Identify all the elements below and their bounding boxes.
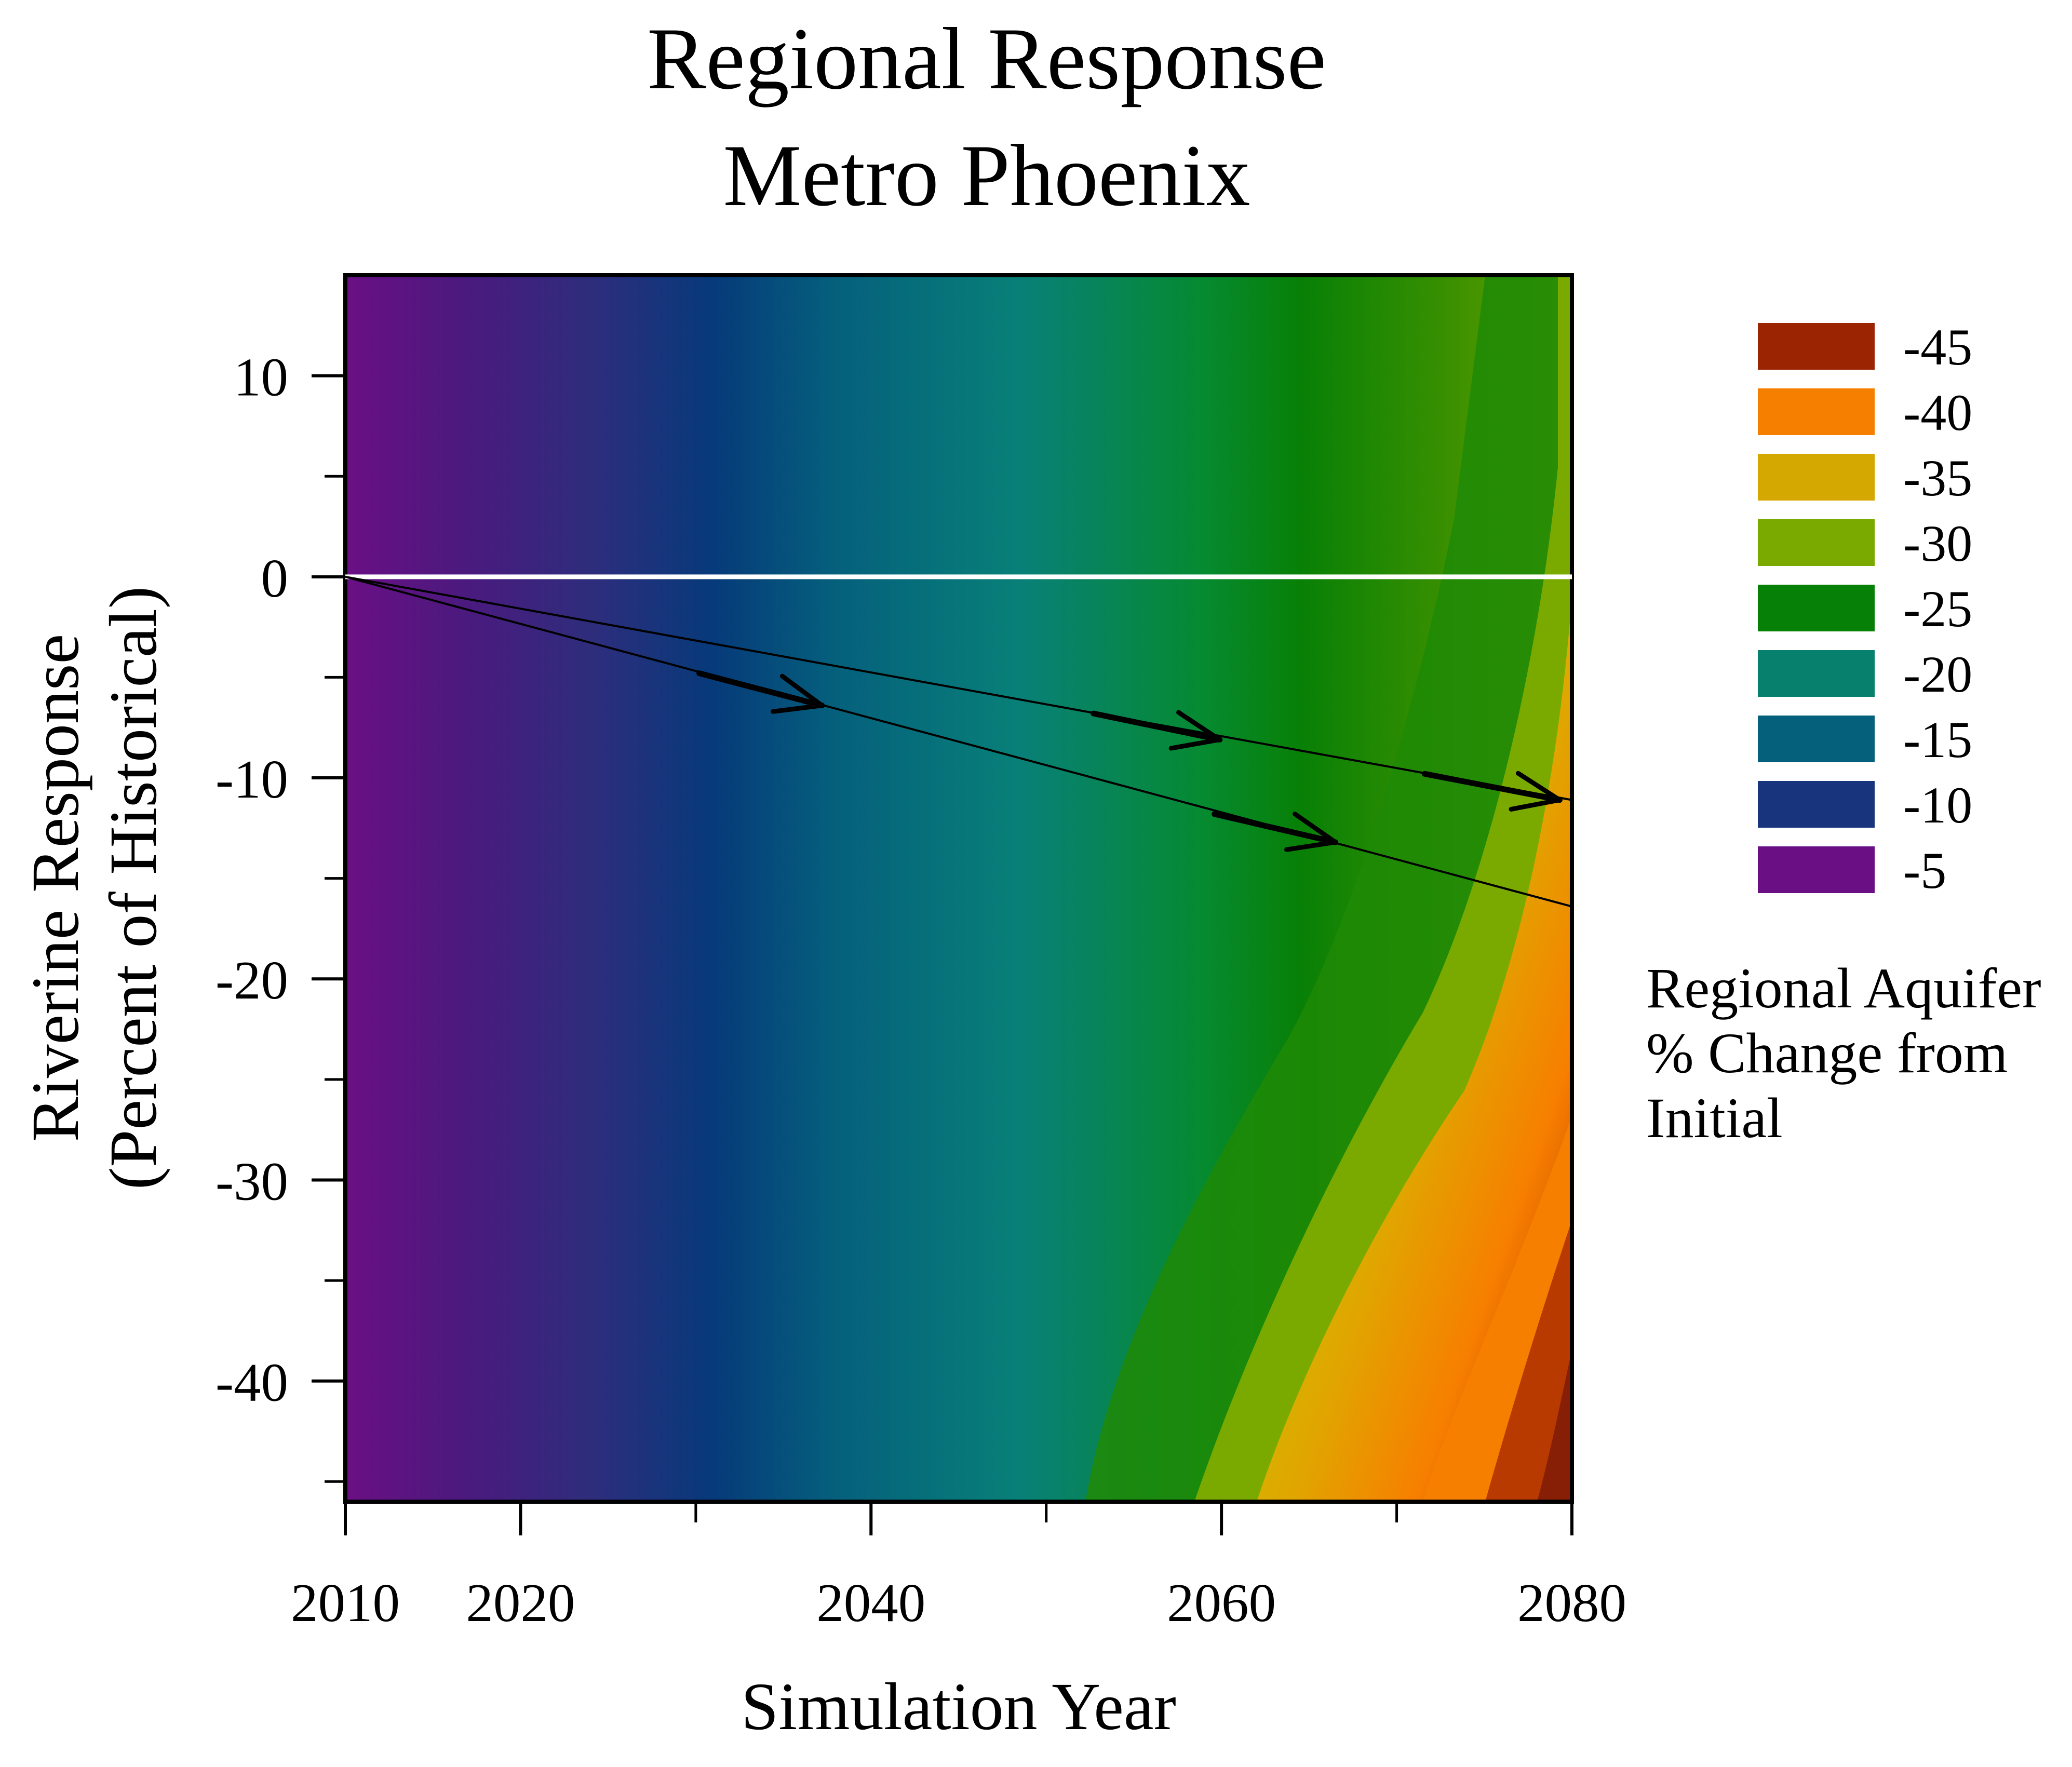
chart-title-line2: Metro Phoenix	[723, 127, 1250, 224]
x-tick-label: 2020	[466, 1572, 575, 1633]
y-tick-label: 10	[234, 347, 288, 408]
contour-darkred-region	[1537, 1350, 1572, 1502]
colorbar-label: -35	[1903, 449, 1972, 507]
x-axis-label: Simulation Year	[741, 1669, 1176, 1744]
colorbar-label: -30	[1903, 515, 1972, 572]
y-tick-label: -20	[216, 950, 288, 1010]
y-tick-label: -30	[216, 1151, 288, 1211]
colorbar-legend: -45 -40 -35 -30 -25 -20 -15 -10 -5	[1758, 318, 1972, 899]
chart-title-line1: Regional Response	[647, 10, 1326, 107]
x-tick-label: 2010	[291, 1572, 400, 1633]
colorbar-label: -40	[1903, 384, 1972, 441]
colorbar-swatch	[1758, 519, 1875, 566]
arrow-shaft	[1422, 771, 1563, 803]
series-layer	[345, 574, 1572, 908]
colorbar-label: -5	[1903, 842, 1946, 899]
trajectory-arrow	[696, 670, 825, 714]
arrow-head	[1284, 812, 1338, 852]
colorbar-title-line3: Initial	[1646, 1086, 1783, 1150]
arrow-shaft	[696, 670, 825, 709]
colorbar-title-line2: % Change from	[1646, 1021, 2008, 1085]
colorbar-title-line1: Regional Aquifer	[1646, 956, 2041, 1020]
colorbar-swatch	[1758, 454, 1875, 501]
colorbar-label: -25	[1903, 580, 1972, 638]
y-tick-label: 0	[261, 548, 289, 609]
arrow-layer	[696, 670, 1563, 852]
colorbar-swatch	[1758, 323, 1875, 370]
y-axis: 10 0 -10 -20 -30 -40	[216, 347, 345, 1483]
arrow-shaft	[1212, 811, 1338, 845]
colorbar-label: -15	[1903, 711, 1972, 768]
arrow-head	[771, 673, 825, 714]
trajectory-line-1	[345, 575, 1572, 801]
contour-hot-region	[1257, 597, 1572, 1502]
contour-field	[345, 275, 1572, 1502]
y-axis-label: Riverine Response (Percent of Historical…	[18, 586, 171, 1190]
y-tick-label: -40	[216, 1352, 288, 1413]
trajectory-arrow	[1212, 811, 1338, 852]
arrow-head	[1509, 771, 1562, 812]
x-axis: 2010 2020 2040 2060 2080	[291, 1502, 1626, 1633]
colorbar-swatch	[1758, 650, 1875, 697]
y-axis-label-line2: (Percent of Historical)	[96, 586, 171, 1190]
y-axis-label-line1: Riverine Response	[18, 634, 93, 1142]
y-tick-label: -10	[216, 749, 288, 810]
plot-frame	[343, 273, 1574, 1504]
trajectory-arrow	[1422, 771, 1563, 812]
x-tick-label: 2080	[1517, 1572, 1626, 1633]
arrow-head	[1168, 710, 1222, 751]
colorbar-swatch	[1758, 716, 1875, 762]
colorbar-label: -45	[1903, 318, 1972, 376]
colorbar-label: -20	[1903, 645, 1972, 703]
contour-red-region	[1485, 1220, 1572, 1502]
trajectory-line-2	[345, 575, 1572, 908]
colorbar-swatch	[1758, 585, 1875, 631]
colorbar-label: -10	[1903, 776, 1972, 834]
colorbar-swatch	[1758, 781, 1875, 828]
colorbar-swatch	[1758, 846, 1875, 893]
x-tick-label: 2060	[1167, 1572, 1276, 1633]
trajectory-arrow	[1091, 710, 1223, 751]
colorbar-swatch	[1758, 388, 1875, 435]
arrow-shaft	[1091, 710, 1223, 743]
x-tick-label: 2040	[816, 1572, 925, 1633]
